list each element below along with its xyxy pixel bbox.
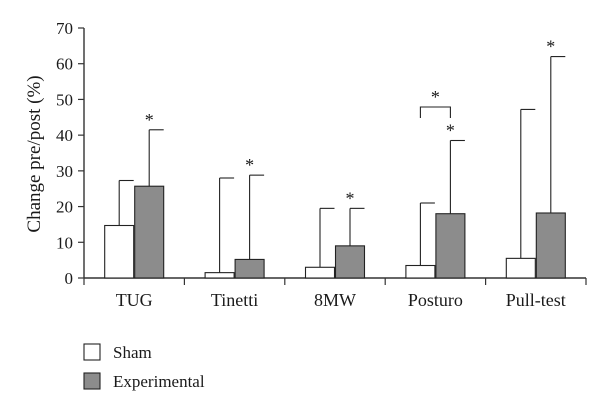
bar-sham-8mw (304, 266, 336, 279)
bar-sham-pull-test (505, 257, 536, 279)
bar-experimental-tinetti (234, 258, 265, 279)
chart-bars (104, 56, 566, 279)
y-tick-label: 0 (65, 269, 74, 288)
chart-axes: 0 10 20 30 40 50 60 70 TUG Tinetti 8MW Posturo Pull-… (56, 19, 587, 310)
chart-annotations: * * * * * * (145, 37, 556, 209)
y-tick-label: 50 (56, 90, 73, 109)
x-tick-label: Posturo (408, 290, 463, 310)
y-tick-label: 70 (56, 19, 73, 38)
legend-label-sham: Sham (113, 343, 152, 362)
significance-star: * (446, 121, 455, 141)
bar-experimental-pull-test (535, 212, 566, 279)
significance-star: * (546, 37, 555, 57)
significance-star: * (245, 155, 254, 175)
significance-star: * (346, 188, 355, 208)
bar-sham-posturo (405, 264, 436, 279)
bar-experimental-posturo (435, 213, 466, 279)
comparison-star: * (431, 87, 440, 107)
x-tick-label: Tinetti (211, 290, 258, 310)
bar-experimental-tug (134, 185, 165, 279)
legend-label-experimental: Experimental (113, 372, 205, 391)
legend-swatch-sham (83, 343, 101, 361)
chart-legend: Sham Experimental (83, 343, 205, 391)
x-tick-label: 8MW (314, 290, 356, 310)
x-tick-label: TUG (116, 290, 153, 310)
x-tick-label: Pull-test (506, 290, 566, 310)
significance-star: * (145, 110, 154, 130)
y-tick-label: 20 (56, 198, 73, 217)
y-tick-label: 10 (56, 233, 73, 252)
y-tick-label: 30 (56, 162, 73, 181)
bar-experimental-8mw (334, 245, 366, 279)
y-tick-label: 40 (56, 126, 73, 145)
comparison-bracket (419, 106, 451, 118)
y-tick-label: 60 (56, 55, 73, 74)
y-axis-label: Change pre/post (%) (24, 75, 45, 232)
legend-swatch-experimental (83, 372, 101, 390)
bar-sham-tinetti (204, 272, 235, 279)
bar-sham-tug (104, 224, 135, 279)
